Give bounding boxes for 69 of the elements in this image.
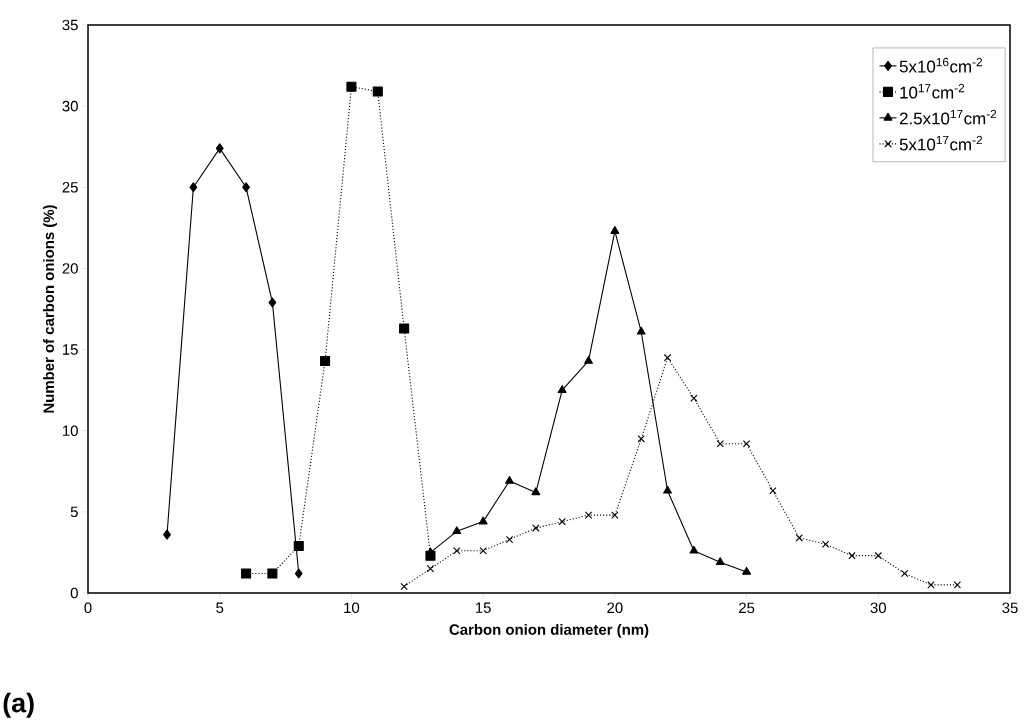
point — [163, 529, 171, 540]
point — [242, 182, 250, 193]
point — [557, 385, 567, 393]
point — [742, 566, 752, 575]
y-tick-label: 20 — [62, 263, 78, 274]
point — [268, 297, 277, 308]
point — [267, 568, 278, 579]
point — [426, 564, 435, 573]
point — [241, 568, 252, 579]
point — [795, 534, 803, 542]
point — [848, 551, 856, 560]
point — [663, 485, 672, 494]
point — [637, 435, 645, 443]
y-tick-label: 0 — [70, 587, 78, 599]
point — [610, 226, 620, 234]
y-tick-label: 25 — [62, 181, 78, 193]
point — [584, 511, 593, 519]
point — [215, 143, 224, 154]
x-tick-label: 5 — [216, 602, 224, 613]
y-axis-title: Number of carbon onions (%) — [43, 205, 57, 413]
point — [742, 439, 751, 448]
point — [769, 487, 777, 495]
point — [531, 487, 541, 496]
point — [611, 511, 619, 519]
point — [663, 353, 672, 362]
point — [874, 551, 883, 560]
point — [690, 394, 698, 402]
x-tick-label: 20 — [607, 602, 623, 614]
point — [293, 540, 304, 551]
y-tick-label: 5 — [70, 506, 78, 518]
point — [320, 355, 331, 366]
legend-label: 5x10$^{16}$cm$^{-2}$ — [899, 57, 983, 73]
point — [558, 517, 566, 526]
point — [532, 524, 540, 532]
point — [821, 540, 830, 549]
text: (a) — [3, 692, 34, 718]
point — [716, 439, 724, 448]
point — [294, 568, 303, 579]
point — [372, 86, 383, 97]
point — [505, 475, 514, 484]
point — [900, 569, 909, 578]
point — [346, 81, 357, 92]
x-tick-label: 10 — [344, 602, 360, 614]
point — [478, 516, 488, 525]
legend-label: 10$^{17}$cm$^{-2}$ — [900, 83, 965, 99]
point — [927, 581, 935, 589]
point — [715, 557, 725, 565]
x-tick-label: 25 — [739, 602, 755, 614]
x-tick-label: 35 — [1002, 602, 1018, 614]
legend-label: 2.5x10$^{17}$cm$^{-2}$ — [899, 109, 997, 125]
y-tick-label: 15 — [63, 344, 78, 355]
point — [189, 182, 198, 193]
x-axis-title: Carbon onion diameter (nm) — [449, 623, 649, 638]
point — [584, 355, 593, 364]
point — [479, 547, 487, 555]
point — [399, 323, 410, 334]
point — [400, 582, 408, 591]
y-tick-label: 35 — [62, 19, 78, 31]
point — [453, 547, 461, 555]
y-tick-label: 10 — [63, 425, 78, 436]
point — [452, 526, 462, 535]
point — [953, 581, 962, 589]
x-tick-label: 0 — [84, 602, 92, 614]
point — [689, 545, 699, 554]
x-tick-label: 15 — [475, 602, 491, 613]
y-tick-label: 30 — [62, 100, 78, 112]
legend-label: 5x10$^{17}$cm$^{-2}$ — [899, 135, 983, 151]
point — [636, 326, 646, 335]
x-tick-label: 30 — [870, 602, 887, 614]
